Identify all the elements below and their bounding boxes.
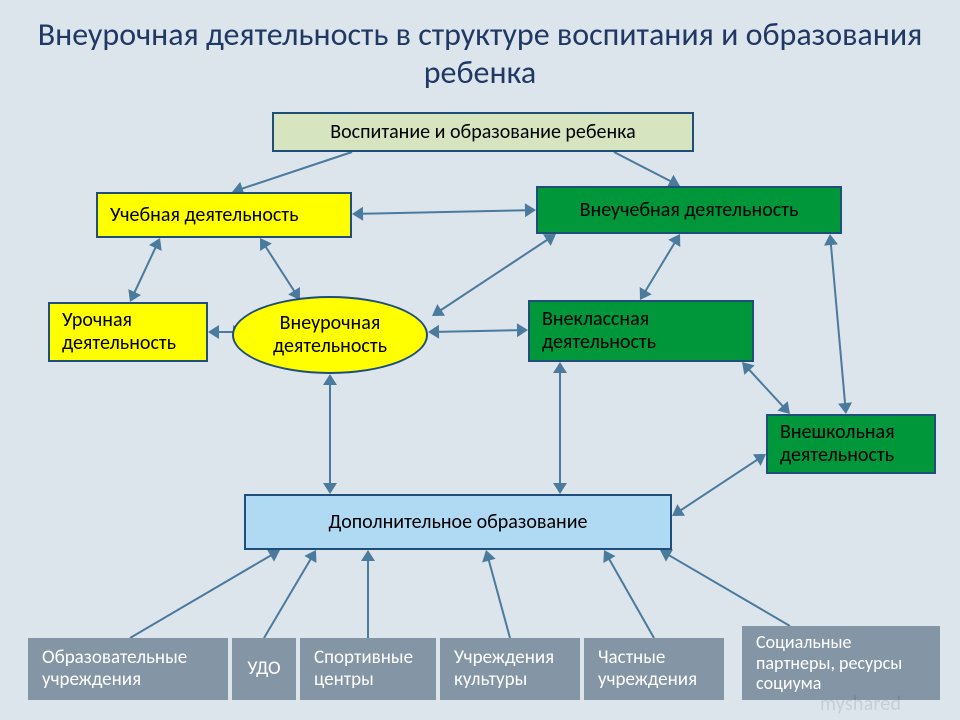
node-extclass: Внеклассная деятельность	[528, 300, 754, 362]
node-top: Воспитание и образование ребенка	[272, 112, 694, 152]
node-b4: Учреждения культуры	[440, 638, 580, 700]
node-b2: УДО	[232, 638, 296, 700]
node-nonstudy: Внеучебная деятельность	[536, 186, 842, 234]
node-b6: Социальные партнеры, ресурсы социума	[742, 626, 940, 700]
node-extschool: Внешкольная деятельность	[766, 414, 936, 474]
node-b5: Частные учреждения	[584, 638, 724, 700]
node-b3: Спортивные центры	[300, 638, 436, 700]
node-extra: Внеурочная деятельность	[232, 296, 428, 374]
page-title: Внеурочная деятельность в структуре восп…	[0, 16, 960, 93]
diagram-stage: Внеурочная деятельность в структуре восп…	[0, 0, 960, 720]
node-study: Учебная деятельность	[96, 192, 352, 238]
node-addedu: Дополнительное образование	[244, 494, 672, 550]
node-b1: Образовательные учреждения	[28, 638, 228, 700]
node-lesson: Урочная деятельность	[48, 302, 208, 362]
